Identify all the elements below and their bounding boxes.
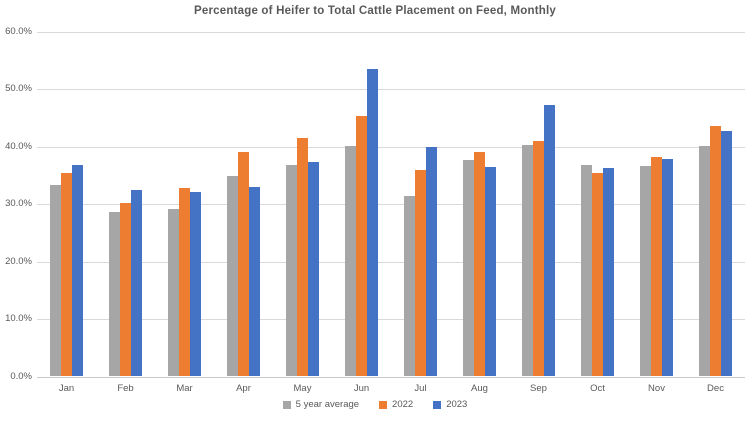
y-axis-label: 40.0% <box>5 140 32 152</box>
bar-5-year-average-may <box>286 165 297 377</box>
x-axis-label: Jan <box>58 383 75 394</box>
y-axis-label: 50.0% <box>5 83 32 95</box>
bar-2022-oct <box>592 172 603 377</box>
gridline <box>37 319 745 321</box>
bar-2022-jan <box>61 173 72 377</box>
x-axis-line <box>37 376 745 378</box>
bar-5-year-average-jul <box>404 195 415 377</box>
gridline <box>37 204 745 206</box>
bar-2022-apr <box>238 152 249 377</box>
x-axis-label: Nov <box>648 383 665 394</box>
bar-2022-aug <box>474 152 485 377</box>
bar-5-year-average-mar <box>168 209 179 377</box>
y-axis-label: 10.0% <box>5 313 32 325</box>
bar-5-year-average-dec <box>699 145 710 377</box>
y-axis-label: 0.0% <box>10 370 32 382</box>
x-axis-label: Jun <box>353 383 370 394</box>
bar-2023-aug <box>485 166 496 377</box>
bar-5-year-average-apr <box>227 175 238 377</box>
gridline <box>37 89 745 91</box>
x-axis-label: May <box>293 383 312 394</box>
bar-5-year-average-oct <box>581 165 592 377</box>
bar-2023-dec <box>721 131 732 377</box>
gridline <box>37 261 745 263</box>
bar-5-year-average-jun <box>345 146 356 377</box>
bar-2023-mar <box>190 192 201 377</box>
bar-2023-sep <box>544 105 555 377</box>
bar-2023-jun <box>367 68 378 377</box>
y-axis-label: 30.0% <box>5 198 32 210</box>
y-axis-label: 20.0% <box>5 255 32 267</box>
bar-2022-dec <box>710 126 721 377</box>
x-axis-label: Mar <box>176 383 193 394</box>
bar-5-year-average-nov <box>640 165 651 377</box>
bar-5-year-average-sep <box>522 145 533 377</box>
bar-2022-nov <box>651 156 662 377</box>
legend-item-5-year-average: 5 year average <box>282 399 360 410</box>
x-axis-label: Jul <box>414 383 427 394</box>
legend-swatch-icon <box>282 400 291 409</box>
legend: 5 year average 2022 2023 <box>0 399 750 410</box>
x-axis-label: Sep <box>530 383 547 394</box>
bar-5-year-average-aug <box>463 160 474 377</box>
bar-2023-nov <box>662 158 673 377</box>
x-axis-label: Apr <box>236 383 251 394</box>
bar-2023-feb <box>131 190 142 377</box>
bar-5-year-average-feb <box>109 212 120 377</box>
legend-swatch-icon <box>379 400 388 409</box>
legend-label: 2023 <box>446 399 468 410</box>
x-axis-label: Feb <box>117 383 134 394</box>
bar-2022-mar <box>179 188 190 377</box>
y-axis-label: 60.0% <box>5 26 32 37</box>
x-axis-label: Dec <box>707 383 724 394</box>
bar-2023-may <box>308 162 319 377</box>
bar-2022-jun <box>356 116 367 377</box>
bar-2023-jan <box>72 164 83 377</box>
legend-label: 2022 <box>392 399 414 410</box>
legend-item-2022: 2022 <box>379 399 413 410</box>
x-axis-label: Aug <box>471 383 488 394</box>
x-axis-label: Oct <box>590 383 605 394</box>
legend-label: 5 year average <box>295 399 360 410</box>
bar-2023-apr <box>249 187 260 377</box>
bar-5-year-average-jan <box>50 184 61 377</box>
bar-2022-may <box>297 138 308 377</box>
bar-2022-sep <box>533 140 544 377</box>
bar-2022-jul <box>415 170 426 377</box>
bar-2023-oct <box>603 168 614 377</box>
gridline <box>37 146 745 148</box>
gridline <box>37 32 745 33</box>
legend-swatch-icon <box>433 400 442 409</box>
bar-2022-feb <box>120 203 131 377</box>
legend-item-2023: 2023 <box>433 399 467 410</box>
bar-2023-jul <box>426 146 437 377</box>
chart-title: Percentage of Heifer to Total Cattle Pla… <box>194 5 556 17</box>
